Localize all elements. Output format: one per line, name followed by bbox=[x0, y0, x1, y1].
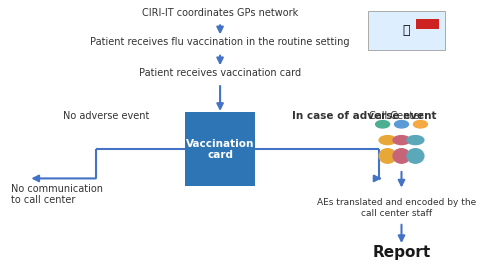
Circle shape bbox=[393, 136, 410, 145]
Ellipse shape bbox=[393, 149, 410, 163]
Text: Patient receives flu vaccination in the routine setting: Patient receives flu vaccination in the … bbox=[90, 37, 350, 47]
Ellipse shape bbox=[407, 149, 424, 163]
Circle shape bbox=[394, 121, 408, 128]
FancyBboxPatch shape bbox=[368, 11, 445, 50]
Text: 💉: 💉 bbox=[402, 24, 410, 37]
FancyBboxPatch shape bbox=[416, 19, 439, 29]
Text: Vaccination
card: Vaccination card bbox=[186, 139, 254, 160]
Ellipse shape bbox=[379, 149, 396, 163]
FancyBboxPatch shape bbox=[186, 112, 255, 186]
Text: No communication
to call center: No communication to call center bbox=[12, 184, 104, 205]
Circle shape bbox=[407, 136, 424, 145]
Circle shape bbox=[376, 121, 390, 128]
Text: AEs translated and encoded by the
call center staff: AEs translated and encoded by the call c… bbox=[317, 198, 476, 218]
Text: No adverse event: No adverse event bbox=[62, 111, 149, 121]
Text: CIRI-IT coordinates GPs network: CIRI-IT coordinates GPs network bbox=[142, 8, 298, 18]
Circle shape bbox=[414, 121, 428, 128]
Text: In case of adverse event: In case of adverse event bbox=[292, 111, 436, 121]
Text: Call Center: Call Center bbox=[370, 111, 424, 121]
Text: Report: Report bbox=[372, 245, 430, 260]
Circle shape bbox=[379, 136, 396, 145]
Text: Patient receives vaccination card: Patient receives vaccination card bbox=[139, 68, 301, 78]
